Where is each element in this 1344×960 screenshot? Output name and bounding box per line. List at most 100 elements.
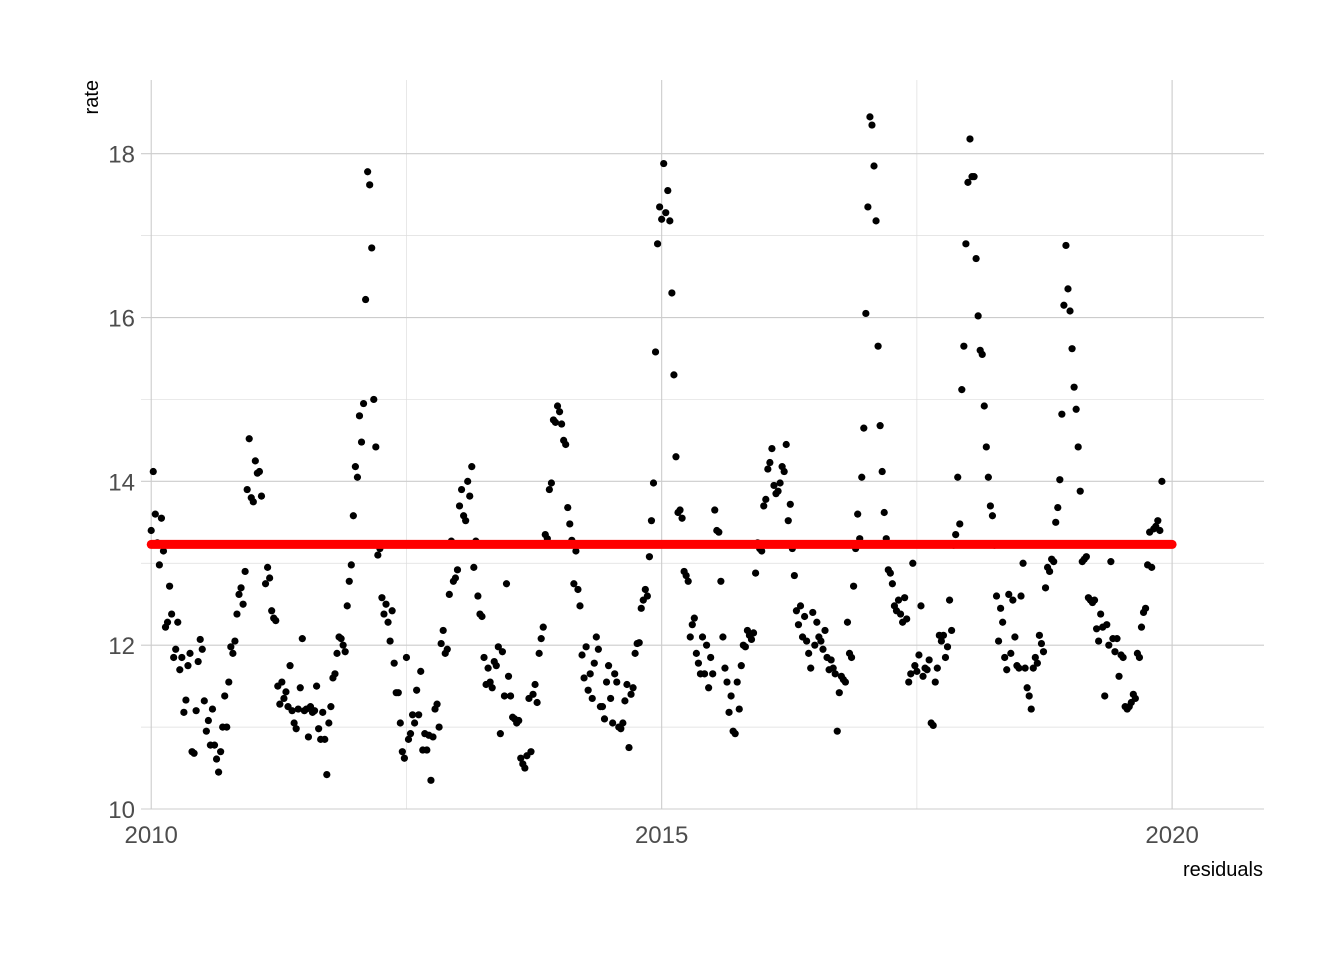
data-point [1011, 633, 1019, 641]
data-point [186, 649, 194, 657]
data-point [986, 502, 994, 510]
data-point [978, 350, 986, 358]
data-point [558, 420, 566, 428]
data-point [163, 618, 172, 626]
data-point [384, 618, 392, 626]
data-point [190, 749, 198, 757]
data-point [233, 610, 241, 618]
data-point [180, 708, 188, 716]
data-point [319, 708, 327, 716]
data-point [784, 517, 792, 525]
data-point [747, 635, 756, 644]
data-point [662, 209, 670, 217]
data-point [268, 607, 276, 615]
data-point [235, 590, 243, 598]
data-point [623, 680, 631, 689]
data-point [997, 604, 1005, 612]
data-point [1064, 285, 1072, 293]
data-point [613, 678, 621, 686]
data-point [866, 113, 874, 121]
data-point [1001, 653, 1009, 662]
data-point [423, 746, 431, 754]
y-tick-label: 14 [108, 469, 135, 496]
data-point [202, 727, 210, 735]
data-point [174, 618, 182, 626]
data-point [566, 520, 574, 528]
data-point [1097, 610, 1105, 618]
data-point [1095, 637, 1103, 645]
data-point [952, 531, 960, 539]
data-point [582, 643, 590, 651]
data-point [656, 203, 664, 211]
data-point [453, 566, 462, 574]
data-point [504, 672, 513, 680]
data-point [999, 618, 1007, 626]
data-point [688, 621, 696, 629]
data-point [958, 386, 966, 394]
data-point [359, 399, 368, 408]
data-point [229, 649, 237, 657]
data-point [821, 626, 829, 635]
data-point [1033, 659, 1041, 667]
data-point [496, 730, 504, 738]
data-point [948, 626, 956, 635]
data-point [208, 705, 217, 713]
data-point [345, 577, 353, 585]
data-point [1090, 596, 1099, 604]
data-point [304, 733, 313, 741]
data-point [210, 741, 219, 749]
data-point [1107, 558, 1115, 566]
data-point [402, 653, 411, 662]
data-point [370, 395, 378, 404]
data-point [711, 506, 719, 514]
data-point [1021, 664, 1029, 672]
data-point [758, 547, 766, 555]
data-point [1005, 590, 1013, 598]
data-point [880, 508, 888, 517]
tick-labels: 2010 2015 2020 10 12 14 16 18 [108, 142, 1199, 849]
data-point [843, 618, 852, 626]
y-axis-title: rate [81, 80, 103, 114]
data-point [794, 621, 803, 629]
data-point [498, 648, 507, 656]
data-point [212, 755, 221, 763]
data-point [835, 689, 843, 697]
data-point [400, 754, 408, 762]
data-point [349, 512, 357, 520]
data-point [555, 408, 564, 416]
data-point [388, 607, 396, 615]
x-axis-title: residuals [1183, 859, 1263, 881]
data-point [562, 440, 570, 449]
data-point [1156, 526, 1164, 535]
data-point [1015, 664, 1023, 672]
data-point [480, 653, 488, 662]
data-point [768, 444, 776, 453]
data-point [841, 678, 850, 686]
data-point [286, 662, 294, 670]
data-point [586, 670, 594, 678]
data-point [149, 467, 157, 476]
data-point [617, 725, 625, 733]
data-point [925, 656, 933, 664]
data-point [386, 637, 394, 645]
data-point [1111, 648, 1119, 656]
data-point [870, 162, 878, 170]
data-point [896, 610, 905, 618]
data-point [435, 723, 443, 731]
data-point [176, 666, 184, 674]
data-point [172, 645, 180, 653]
data-point [602, 678, 611, 686]
data-point [649, 479, 658, 487]
data-point [827, 656, 835, 664]
data-point [1103, 621, 1111, 629]
data-point [341, 648, 349, 656]
data-point [1113, 635, 1121, 643]
data-point [707, 653, 715, 662]
data-point [427, 776, 435, 784]
data-point [323, 770, 331, 779]
data-point [992, 592, 1001, 600]
data-point [343, 602, 351, 610]
data-point [962, 240, 970, 248]
data-point [809, 608, 817, 617]
data-point [860, 424, 868, 432]
